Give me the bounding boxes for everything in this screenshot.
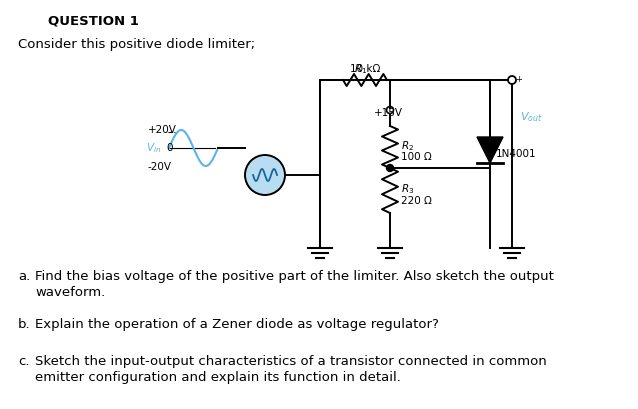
Text: Find the bias voltage of the positive part of the limiter. Also sketch the outpu: Find the bias voltage of the positive pa… [35, 270, 554, 283]
Text: 220 Ω: 220 Ω [401, 196, 432, 206]
Text: Sketch the input-output characteristics of a transistor connected in common: Sketch the input-output characteristics … [35, 355, 547, 368]
Text: -20V: -20V [148, 162, 172, 172]
Text: c.: c. [18, 355, 29, 368]
Text: 0: 0 [166, 143, 172, 153]
Text: $V_{in}$: $V_{in}$ [146, 141, 161, 155]
Text: $R_3$: $R_3$ [401, 182, 414, 196]
Text: waveform.: waveform. [35, 286, 105, 299]
Polygon shape [477, 137, 503, 163]
Text: +15V: +15V [374, 108, 403, 118]
Text: $V_{out}$: $V_{out}$ [520, 110, 542, 124]
Text: Explain the operation of a Zener diode as voltage regulator?: Explain the operation of a Zener diode a… [35, 318, 439, 331]
Circle shape [245, 155, 285, 195]
Text: $R_2$: $R_2$ [401, 139, 414, 153]
Text: a.: a. [18, 270, 30, 283]
Text: 100 Ω: 100 Ω [401, 152, 432, 162]
Text: 1N4001: 1N4001 [496, 149, 537, 159]
Text: Consider this positive diode limiter;: Consider this positive diode limiter; [18, 38, 255, 51]
Text: +20V: +20V [148, 125, 177, 135]
Text: QUESTION 1: QUESTION 1 [48, 14, 139, 27]
Text: emitter configuration and explain its function in detail.: emitter configuration and explain its fu… [35, 371, 401, 384]
Text: $R_1$: $R_1$ [354, 62, 367, 76]
Text: b.: b. [18, 318, 31, 331]
Text: 10 kΩ: 10 kΩ [350, 64, 380, 74]
Circle shape [387, 164, 394, 171]
Text: +: + [515, 75, 522, 84]
